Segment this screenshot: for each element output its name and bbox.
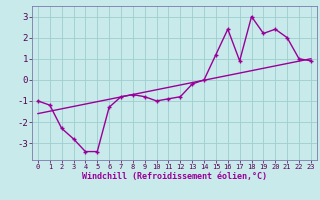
X-axis label: Windchill (Refroidissement éolien,°C): Windchill (Refroidissement éolien,°C) [82, 172, 267, 181]
